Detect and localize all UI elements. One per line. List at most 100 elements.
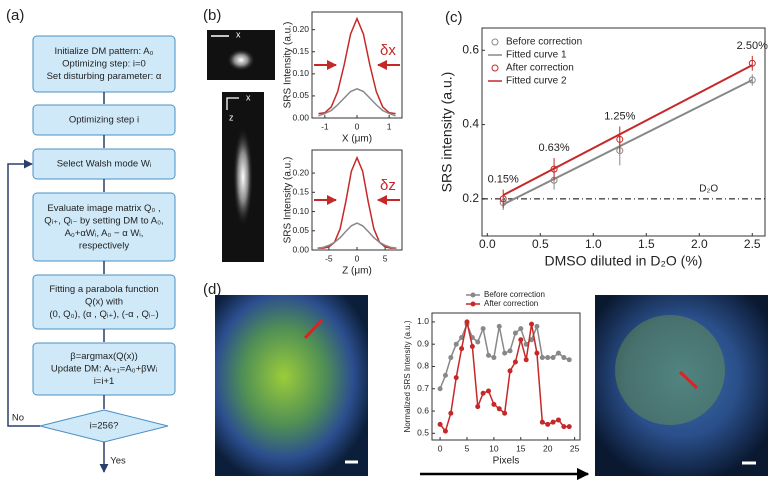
y-tick-label: 0.15 [292,187,309,197]
psf-spot [227,49,255,71]
series-line [318,88,396,117]
marker [555,417,561,423]
marker [486,388,492,394]
marker [459,346,465,352]
marker [475,404,481,410]
loop-arrow [7,159,40,427]
x-tick-label: 20 [543,443,553,453]
y-tick-label: 0.10 [292,206,309,216]
axis-label: x [236,29,241,39]
marker [480,326,486,332]
marker [561,424,567,430]
step-text: respectively [79,240,129,251]
axis-label: x [246,92,251,102]
y-tick-label: 0.9 [417,338,429,348]
y-tick-label: 0.6 [417,405,429,415]
legend-label: Fitted curve 1 [506,50,567,61]
x-tick-label: 5 [383,253,388,263]
marker [748,59,756,67]
y-axis-label: SRS Intensity (a.u.) [283,157,294,244]
step-text: i=i+1 [94,376,115,387]
marker [442,372,448,378]
marker [502,350,508,356]
x-axis-label: Pixels [493,456,520,467]
legend-label: Before correction [484,290,545,299]
x-tick-label: 0 [438,443,443,453]
panel-label: (d) [203,281,221,298]
y-tick-label: 0.00 [292,244,309,254]
x-tick-label: 1.0 [585,237,602,251]
annotation: δz [380,177,396,194]
y-tick-label: 0.7 [417,383,429,393]
panel-label: (a) [6,7,24,24]
legend-label: Before correction [506,37,582,48]
x-tick-label: -5 [325,253,333,263]
marker [550,419,556,425]
marker [748,76,756,84]
marker [496,323,502,329]
plot-frame [431,312,581,441]
x-axis-label: DMSO diluted in D₂O (%) [545,253,703,269]
series-line [317,222,397,249]
y-tick-label: 0.4 [462,117,479,131]
panel-label: (b) [203,7,221,24]
step-text: Select Walsh mode Wᵢ [57,159,152,170]
legend-marker [470,292,476,298]
marker [453,341,459,347]
step-text: Optimizing step: i=0 [62,59,146,70]
legend-label: After correction [484,299,538,308]
y-tick-label: 1.0 [417,316,429,326]
x-tick-label: 2.5 [744,237,761,251]
marker [448,410,454,416]
x-tick-label: 0 [355,253,360,263]
plot-frame [481,27,766,237]
marker [491,355,497,361]
decision-text: i=256? [90,421,119,432]
step-text: Optimizing step i [69,115,139,126]
y-tick-label: 0.8 [417,361,429,371]
y-tick-label: 0.10 [292,68,309,78]
legend-marker [491,38,499,46]
x-tick-label: 0 [355,121,360,131]
marker [502,410,508,416]
marker [491,401,497,407]
images: x x z [207,29,768,481]
y-axis-label: SRS Intensity (a.u.) [283,22,294,109]
y-axis-label: Normalized SRS Intensity (a.u.) [403,320,412,432]
point-label: 0.15% [488,173,519,185]
y-tick-label: 0.20 [292,24,309,34]
marker [566,424,572,430]
x-axis-label: X (μm) [342,134,372,145]
line-profile [678,370,699,390]
cell-image-before [215,295,368,476]
y-tick-label: 0.20 [292,167,309,177]
marker [507,368,513,374]
x-axis-label: Z (μm) [342,266,372,277]
y-tick-label: 0.2 [462,191,479,205]
marker [561,355,567,361]
marker [453,375,459,381]
x-tick-label: 25 [570,443,580,453]
step-text: Qᵢ₊, Qᵢ₋ by setting DM to A₀, [44,215,163,226]
marker [539,355,545,361]
x-tick-label: 1.5 [638,237,655,251]
y-tick-label: 0.05 [292,225,309,235]
step-text: Q(x) with [85,297,123,308]
marker [464,319,470,325]
series-line [502,79,753,206]
marker [534,350,540,356]
marker [486,352,492,358]
marker [448,355,454,361]
y-tick-label: 0.05 [292,90,309,100]
marker [480,390,486,396]
x-tick-label: 5 [465,443,470,453]
x-tick-label: 1 [387,121,392,131]
marker [545,355,551,361]
step-text: Update DM: Aᵢ₊₁=A₀+βWᵢ [51,364,158,375]
marker [507,348,513,354]
marker [437,386,443,392]
marker [496,406,502,412]
x-tick-label: -1 [321,121,329,131]
legend-label: Fitted curve 2 [506,76,567,87]
